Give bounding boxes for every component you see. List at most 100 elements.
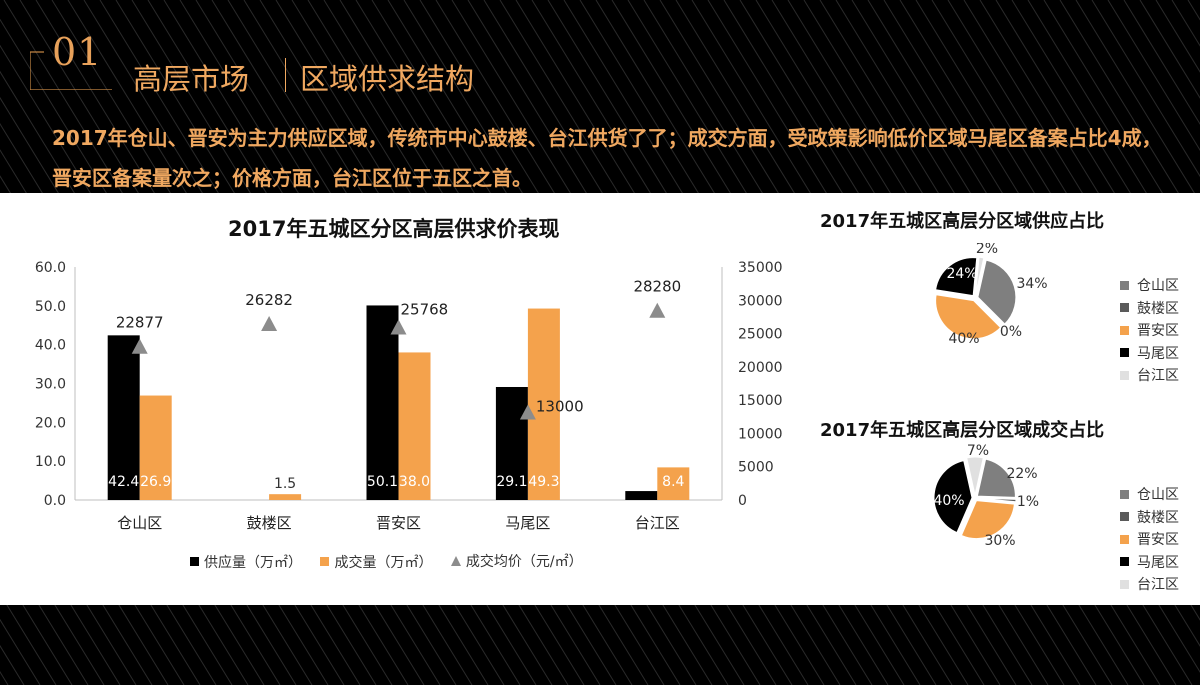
data-label-price: 28280	[633, 278, 681, 296]
background-line	[1091, 0, 1200, 178]
bar-chart-legend: 供应量（万㎡） 成交量（万㎡） 成交均价（元/㎡）	[190, 551, 597, 572]
data-label-deal: 38.0	[399, 474, 430, 490]
background-line	[1027, 0, 1200, 282]
y-tick-label: 30.0	[35, 377, 66, 393]
data-label-price: 25768	[401, 300, 449, 318]
deal-pie-legend: 仓山区鼓楼区晋安区 马尾区台江区	[1120, 483, 1179, 596]
price-marker	[261, 316, 278, 332]
pie-slice	[977, 497, 1017, 503]
legend-label: 仓山区	[1137, 278, 1179, 295]
background-line	[995, 0, 1200, 334]
pie-slice	[966, 456, 984, 496]
background-line	[1123, 0, 1200, 125]
pie-legend-item: 马尾区	[1120, 551, 1179, 574]
pie-legend-item: 鼓楼区	[1120, 506, 1179, 529]
bar-deal	[527, 308, 560, 500]
legend-label: 晋安区	[1137, 323, 1179, 340]
bar-deal	[139, 395, 172, 500]
legend-swatch	[320, 557, 330, 566]
supply-pie-chart: 34% 0% 40% 24% 2%	[935, 243, 1048, 347]
legend-item-price: 成交均价（元/㎡）	[450, 551, 583, 571]
data-label-deal: 26.9	[140, 474, 171, 490]
data-label-supply: 29.1	[496, 474, 527, 490]
y-tick-label: 0.0	[44, 493, 66, 509]
pie-legend-item: 台江区	[1120, 573, 1179, 596]
data-label-supply: 42.4	[108, 474, 139, 490]
pie-slice	[974, 256, 985, 296]
bar-deal	[398, 352, 431, 500]
pie-legend-item: 晋安区	[1120, 319, 1179, 342]
data-label-price: 22877	[116, 314, 164, 332]
pie-data-label: 1%	[1017, 494, 1039, 510]
pie-legend-item: 晋安区	[1120, 528, 1179, 551]
pie-data-label: 7%	[967, 443, 989, 459]
legend-swatch	[1120, 534, 1129, 544]
number-frame	[30, 51, 112, 90]
pie-legend-item: 仓山区	[1120, 274, 1179, 297]
bar-chart-title: 2017年五城区分区高层供求价表现	[228, 217, 560, 241]
x-tick-label: 马尾区	[505, 514, 550, 532]
price-marker	[649, 302, 666, 318]
price-marker	[131, 338, 148, 354]
pie-data-label: 0%	[1000, 324, 1022, 340]
y2-tick-label: 10000	[738, 426, 783, 442]
legend-swatch	[1120, 512, 1129, 522]
title-divider	[285, 58, 286, 92]
legend-label: 鼓楼区	[1137, 509, 1179, 526]
y2-tick-label: 30000	[738, 293, 783, 309]
background-line	[1011, 0, 1200, 308]
background-line	[1059, 0, 1200, 230]
pie-data-label: 30%	[984, 533, 1015, 549]
pie-legend-item: 鼓楼区	[1120, 297, 1179, 320]
x-tick-label: 晋安区	[376, 514, 421, 532]
page-title: 高层市场	[133, 62, 250, 96]
legend-triangle-icon	[450, 556, 461, 566]
legend-label: 供应量（万㎡）	[204, 554, 302, 571]
bar-deal	[657, 467, 690, 500]
pie-data-label: 2%	[976, 243, 998, 257]
y-tick-label: 60.0	[35, 260, 66, 276]
legend-swatch	[1120, 579, 1129, 589]
legend-swatch	[1120, 325, 1129, 335]
y2-tick-label: 35000	[738, 260, 783, 276]
bar-supply	[366, 305, 399, 500]
data-label-price: 26282	[245, 291, 293, 309]
pie-slice	[935, 257, 978, 297]
y2-tick-label: 20000	[738, 360, 783, 376]
y2-tick-label: 15000	[738, 393, 783, 409]
pie-legend-item: 仓山区	[1120, 483, 1179, 506]
legend-label: 马尾区	[1137, 345, 1179, 362]
pie-slice	[935, 294, 1002, 340]
legend-label: 台江区	[1137, 368, 1179, 385]
pie-data-label: 24%	[946, 266, 977, 282]
y2-tick-label: 25000	[738, 327, 783, 343]
price-marker	[519, 404, 536, 420]
data-label-deal: 1.5	[274, 476, 296, 492]
legend-label: 鼓楼区	[1137, 300, 1179, 317]
supply-pie-title: 2017年五城区高层分区域供应占比	[820, 211, 1105, 232]
legend-label: 成交均价（元/㎡）	[465, 554, 583, 570]
pie-slice	[933, 460, 973, 534]
legend-swatch	[190, 557, 199, 566]
summary-text: 2017年仓山、晋安为主力供应区域，传统市中心鼓楼、台江供货了了；成交方面，受政…	[52, 126, 1162, 190]
pie-data-label: 22%	[1006, 466, 1037, 482]
pie-slice	[976, 458, 1016, 498]
legend-label: 成交量（万㎡）	[334, 554, 433, 571]
x-tick-label: 仓山区	[117, 514, 162, 532]
y-tick-label: 40.0	[35, 338, 66, 354]
legend-swatch	[1120, 348, 1129, 358]
data-label-deal: 8.4	[662, 474, 684, 490]
legend-swatch	[1120, 489, 1129, 499]
pie-data-label: 40%	[948, 331, 979, 347]
pie-legend-item: 马尾区	[1120, 342, 1179, 365]
legend-label: 台江区	[1137, 577, 1179, 594]
bar-deal	[269, 494, 302, 500]
pie-slice	[960, 500, 1015, 540]
background-line	[1075, 0, 1200, 204]
legend-swatch	[1120, 303, 1129, 313]
price-marker	[390, 319, 407, 335]
legend-swatch	[1120, 557, 1129, 567]
y-tick-label: 50.0	[35, 299, 66, 315]
bar-supply	[625, 491, 658, 500]
legend-label: 仓山区	[1137, 487, 1179, 504]
